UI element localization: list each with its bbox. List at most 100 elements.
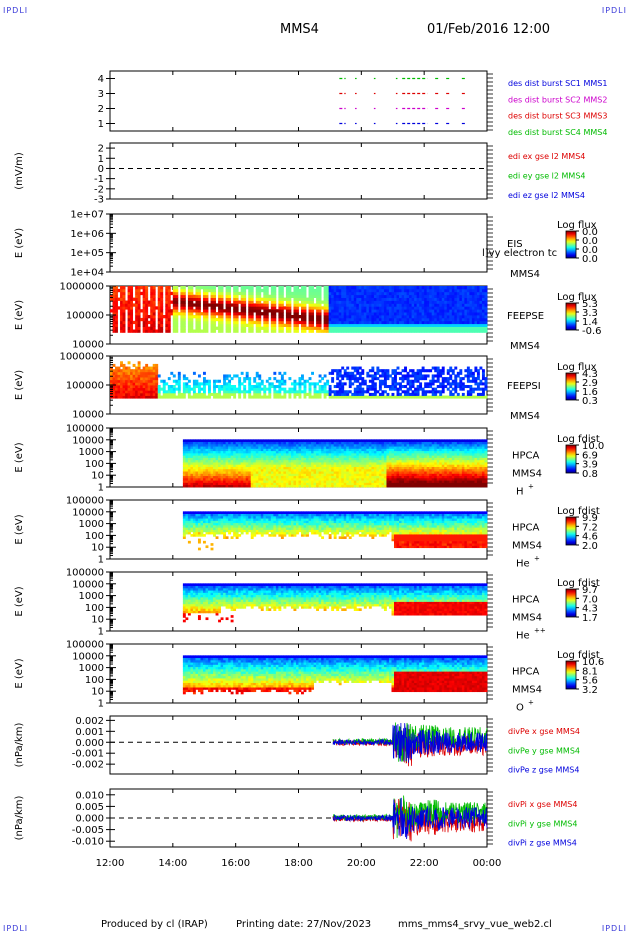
- hpca_h-cell: [341, 450, 345, 454]
- hpca_h-cell: [295, 484, 299, 488]
- feepse-cell: [197, 297, 201, 301]
- hpca_h-cell: [235, 473, 239, 477]
- feepsi-cell: [404, 377, 407, 381]
- feepsi-cell: [192, 382, 196, 386]
- feepse-cell: [416, 320, 420, 325]
- hpca_h-cell: [341, 452, 345, 456]
- hpca_h-cell: [223, 466, 227, 470]
- hpca_h-cell: [278, 455, 282, 458]
- feepse-cell: [250, 317, 254, 322]
- feepse-cell: [258, 323, 262, 327]
- feepse-cell: [464, 303, 468, 307]
- feepse-cell: [376, 312, 380, 316]
- feepsi-cell: [466, 369, 470, 373]
- hpca_h-cell: [321, 446, 325, 449]
- feepse-cell: [240, 320, 244, 325]
- hpca_h-cell: [358, 464, 362, 467]
- feepsi-cell: [255, 382, 259, 386]
- feepsi-cell: [187, 385, 191, 389]
- feepse-cell: [233, 323, 237, 327]
- hpca_h-cell: [205, 475, 209, 479]
- feepse-cell: [454, 309, 458, 313]
- hpca_h-cell: [225, 471, 229, 474]
- feepsi-cell: [268, 382, 272, 386]
- feepsi-cell: [426, 382, 430, 386]
- feepsi-cell: [283, 392, 287, 396]
- hpca_h-cell: [185, 475, 189, 479]
- feepse-cell: [431, 286, 435, 290]
- feepsi-cell: [175, 379, 179, 383]
- feepse-cell: [411, 329, 415, 333]
- hpca_h-cell: [326, 484, 330, 488]
- feepse-cell: [280, 303, 284, 307]
- feepse-cell: [481, 291, 485, 296]
- hpca_h-cell: [346, 448, 350, 452]
- hpca_h-cell: [323, 459, 327, 463]
- feepse-cell: [238, 291, 242, 296]
- feepse-cell: [436, 329, 440, 333]
- feepse-cell: [182, 306, 186, 310]
- hpca_h-cell: [301, 452, 304, 456]
- feepse-cell: [454, 297, 458, 301]
- hpca_h-cell: [253, 446, 257, 449]
- hpca_h-cell: [336, 462, 340, 465]
- feepse-cell: [454, 317, 458, 322]
- feepse-cell: [464, 317, 468, 322]
- feepsi-cell: [230, 392, 234, 396]
- feepsi-cell: [358, 382, 362, 386]
- feepse-cell: [233, 303, 237, 307]
- feepse-cell: [308, 294, 312, 298]
- feepse-cell: [353, 323, 357, 327]
- hpca_h-cell: [235, 457, 239, 461]
- feepse-cell: [358, 317, 362, 322]
- hpca_h-cell: [285, 457, 289, 461]
- hpca_h-cell: [238, 475, 242, 479]
- hpca_h-cell: [348, 455, 352, 458]
- feepsi-cell: [172, 385, 176, 389]
- feepse-cell: [386, 297, 390, 301]
- feepse-cell: [228, 294, 232, 298]
- hpca_h-cell: [213, 452, 216, 456]
- feepsi-cell: [454, 382, 458, 386]
- hpca_h-cell: [240, 475, 244, 479]
- hpca_h-cell: [240, 455, 244, 458]
- feepse-cell: [245, 286, 249, 290]
- feepsi-cell: [351, 371, 355, 375]
- hpca_h-cell: [273, 443, 277, 447]
- feepse-cell: [135, 315, 139, 319]
- feepse-cell: [449, 320, 453, 325]
- feepse-cell: [172, 288, 176, 293]
- feepse-ytick-label: 100000: [66, 311, 104, 322]
- feepse-cell: [434, 306, 438, 310]
- feepse-cell: [466, 297, 470, 301]
- feepsi-cell: [137, 395, 141, 399]
- hpca_h-cell: [341, 443, 345, 447]
- feepse-cell: [283, 297, 287, 301]
- feepse-cell: [165, 317, 169, 322]
- feepse-cell: [429, 300, 433, 304]
- feepse-cell: [175, 320, 179, 325]
- feepse-cell: [285, 315, 289, 319]
- feepse-cell: [182, 303, 186, 307]
- feepse-cell: [225, 309, 229, 313]
- feepse-ylabel: E (eV): [14, 300, 25, 330]
- eis-colorbar-tick-label: 0.0: [582, 227, 598, 238]
- hpca_h-cell: [321, 477, 325, 481]
- feepsi-cell: [167, 392, 171, 396]
- feepse-cell: [363, 300, 367, 304]
- feepsi-cell: [263, 392, 267, 396]
- feepsi-cell: [228, 374, 232, 378]
- feepsi-cell: [255, 395, 259, 399]
- feepse-cell: [250, 315, 254, 319]
- feepse-cell: [202, 286, 206, 290]
- feepse-cell: [471, 306, 475, 310]
- feepsi-cell: [258, 395, 262, 399]
- hpca_h-cell: [265, 475, 269, 479]
- hpca_h-cell: [348, 457, 352, 461]
- feepse-cell: [258, 326, 262, 330]
- feepse-cell: [160, 286, 164, 290]
- feepse-cell: [190, 329, 194, 333]
- feepse-cell: [301, 320, 304, 325]
- hpca_h-cell: [182, 448, 186, 452]
- hpca_h-cell: [187, 466, 191, 470]
